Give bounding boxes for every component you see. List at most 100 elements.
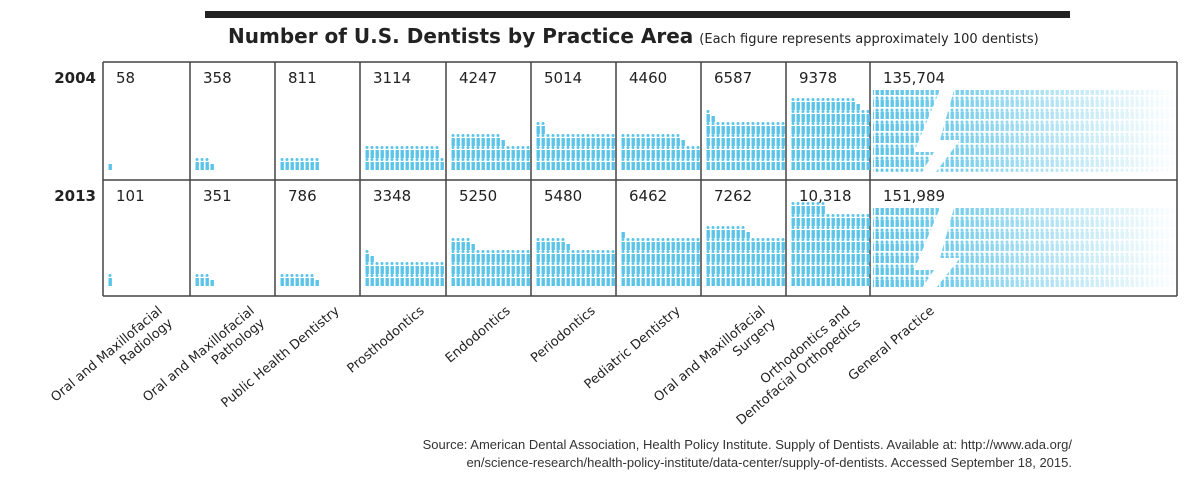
dentist-icon [636,158,640,170]
icon-head [546,274,550,277]
icon-head [756,146,760,149]
icon-head [821,98,825,101]
icon-head [435,146,439,149]
dentist-icon [501,274,505,286]
icon-head [586,250,590,253]
icon-body [576,266,580,274]
icon-body [501,254,505,262]
icon-head [736,238,740,241]
icon-body [641,254,645,262]
dentist-icon [741,250,745,262]
dentist-icon [866,262,870,274]
dentist-icon [516,262,520,274]
icon-head [395,274,399,277]
icon-head [636,274,640,277]
icon-head [741,122,745,125]
icon-head [866,262,870,265]
value-label: 786 [288,187,317,205]
icon-head [365,262,369,265]
dentist-icon [541,158,545,170]
dentist-icon [466,158,470,170]
dentist-icon [290,274,294,286]
icon-head [776,274,780,277]
dentist-icon [576,250,580,262]
icon-head [726,274,730,277]
dentist-icon [561,250,565,262]
dentist-icon [811,158,815,170]
dentist-icon [591,274,595,286]
icon-body [546,278,550,286]
icon-body [476,150,480,158]
icon-head [601,250,605,253]
dentist-icon [776,158,780,170]
icon-body [571,138,575,146]
icon-body [826,138,830,146]
icon-body [621,278,625,286]
icon-body [726,254,730,262]
icon-head [761,134,765,137]
icon-body [631,162,635,170]
icon-head [370,146,374,149]
icon-body [746,278,750,286]
icon-head [476,158,480,161]
dentist-icon [430,262,434,274]
dentist-icon [200,274,204,286]
dentist-icon [776,238,780,250]
icon-body [621,266,625,274]
dentist-icon [851,238,855,250]
icon-head [641,238,645,241]
icon-head [621,262,625,265]
icon-head [736,146,740,149]
icon-body [661,266,665,274]
dentist-icon [666,274,670,286]
icon-head [491,250,495,253]
icon-head [691,158,695,161]
icon-body [526,162,530,170]
dentist-icon [581,250,585,262]
dentist-icon [851,146,855,158]
icon-head [806,250,810,253]
dentist-icon [796,238,800,250]
icon-body [826,230,830,238]
dentist-icon [280,158,284,170]
dentist-icon [841,110,845,122]
dentist-icon [741,158,745,170]
dentist-icon [456,274,460,286]
icon-head [851,122,855,125]
icon-body [741,230,745,238]
icon-body [611,266,615,274]
icon-body [821,206,825,214]
icon-head [761,122,765,125]
icon-body [420,266,424,274]
dentist-icon [841,134,845,146]
icon-body [636,254,640,262]
dentist-icon [696,158,700,170]
dentist-icon [636,134,640,146]
icon-head [816,238,820,241]
icon-head [300,274,304,277]
icon-body [496,254,500,262]
icon-body [826,242,830,250]
icon-head [736,262,740,265]
dentist-icon [791,262,795,274]
icon-body [611,162,615,170]
icon-body [621,232,625,238]
dentist-icon [536,274,540,286]
icon-head [551,250,555,253]
icon-head [481,158,485,161]
dentist-icon [491,262,495,274]
icon-body [831,266,835,274]
dentist-icon [771,262,775,274]
icon-body [581,266,585,274]
dentist-icon [430,158,434,170]
icon-head [491,146,495,149]
icon-body [681,278,685,286]
dentist-icon [390,146,394,158]
icon-head [781,238,785,241]
icon-head [811,98,815,101]
icon-body [686,266,690,274]
dentist-icon [821,238,825,250]
dentist-icon [716,122,720,134]
icon-head [486,146,490,149]
dentist-icon [746,250,750,262]
